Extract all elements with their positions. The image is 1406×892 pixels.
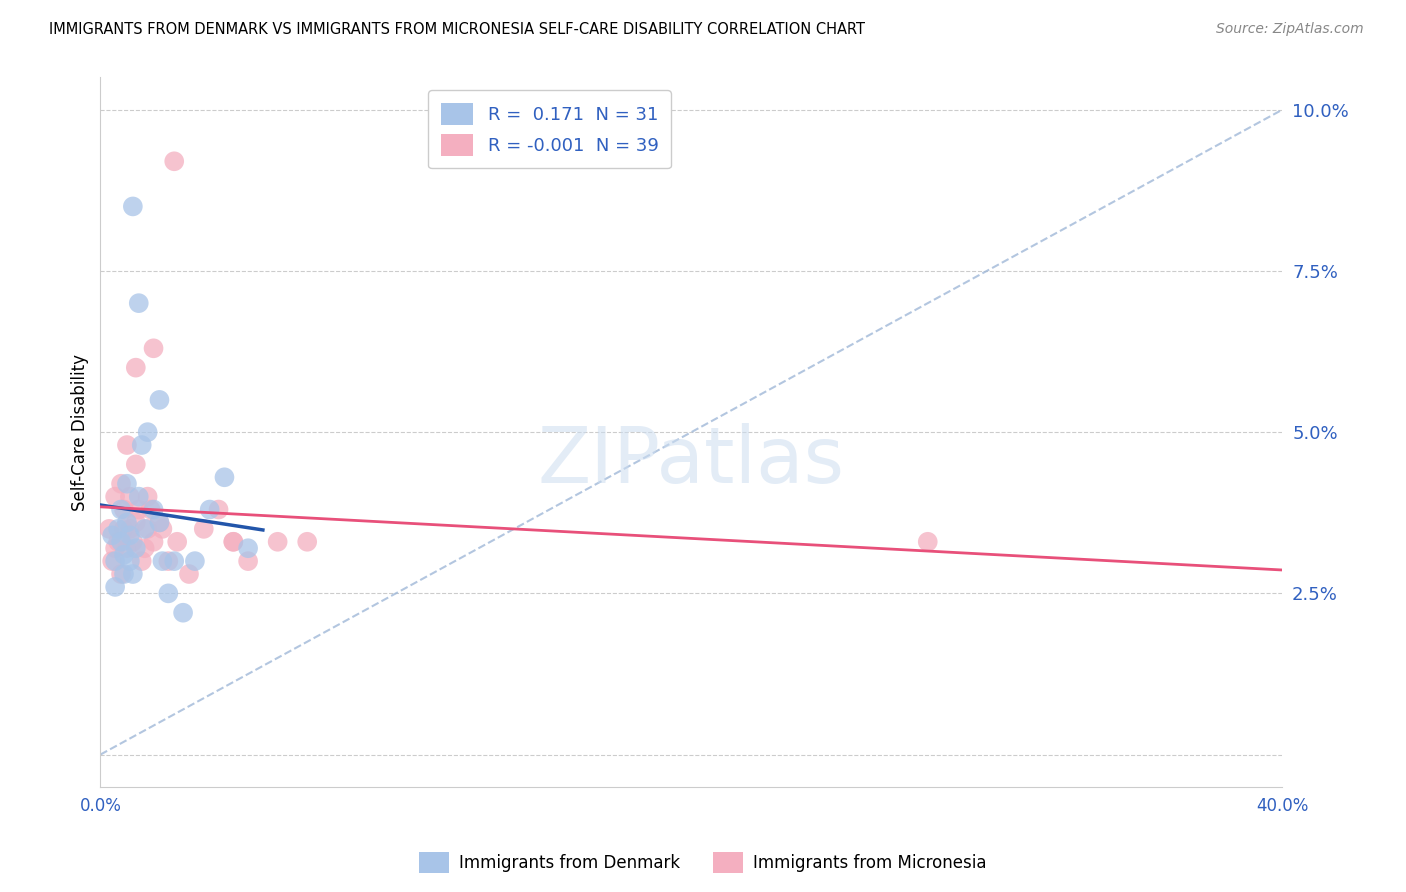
Point bbox=[193, 522, 215, 536]
Point bbox=[142, 341, 165, 355]
Point bbox=[152, 522, 174, 536]
Point bbox=[121, 567, 143, 582]
Point bbox=[112, 502, 135, 516]
Point bbox=[295, 534, 318, 549]
Point bbox=[148, 392, 170, 407]
Point bbox=[148, 516, 170, 530]
Point bbox=[163, 154, 186, 169]
Point bbox=[125, 516, 148, 530]
Point bbox=[118, 490, 141, 504]
Point bbox=[131, 554, 153, 568]
Point bbox=[104, 554, 127, 568]
Point bbox=[121, 534, 143, 549]
Point bbox=[136, 425, 159, 439]
Point bbox=[107, 534, 129, 549]
Point bbox=[128, 502, 150, 516]
Point bbox=[107, 522, 129, 536]
Point bbox=[115, 516, 138, 530]
Point bbox=[236, 541, 259, 556]
Point bbox=[136, 490, 159, 504]
Point bbox=[110, 476, 132, 491]
Point bbox=[134, 522, 156, 536]
Point bbox=[112, 548, 135, 562]
Point bbox=[184, 554, 207, 568]
Point bbox=[131, 438, 153, 452]
Point bbox=[166, 534, 188, 549]
Point bbox=[157, 586, 180, 600]
Point bbox=[112, 522, 135, 536]
Point bbox=[222, 534, 245, 549]
Y-axis label: Self-Care Disability: Self-Care Disability bbox=[72, 353, 89, 510]
Point bbox=[917, 534, 939, 549]
Point bbox=[128, 296, 150, 310]
Point bbox=[101, 528, 124, 542]
Point bbox=[115, 476, 138, 491]
Point bbox=[207, 502, 229, 516]
Point bbox=[214, 470, 236, 484]
Text: Source: ZipAtlas.com: Source: ZipAtlas.com bbox=[1216, 22, 1364, 37]
Point bbox=[152, 554, 174, 568]
Point bbox=[148, 516, 170, 530]
Point bbox=[118, 528, 141, 542]
Legend: R =  0.171  N = 31, R = -0.001  N = 39: R = 0.171 N = 31, R = -0.001 N = 39 bbox=[427, 90, 671, 169]
Point bbox=[142, 534, 165, 549]
Point bbox=[98, 522, 121, 536]
Point bbox=[222, 534, 245, 549]
Point bbox=[139, 502, 162, 516]
Point bbox=[125, 541, 148, 556]
Point bbox=[110, 567, 132, 582]
Point bbox=[125, 458, 148, 472]
Point bbox=[115, 541, 138, 556]
Point bbox=[163, 554, 186, 568]
Point bbox=[177, 567, 200, 582]
Text: ZIPatlas: ZIPatlas bbox=[538, 423, 845, 499]
Point bbox=[136, 522, 159, 536]
Point bbox=[112, 567, 135, 582]
Point bbox=[104, 580, 127, 594]
Text: IMMIGRANTS FROM DENMARK VS IMMIGRANTS FROM MICRONESIA SELF-CARE DISABILITY CORRE: IMMIGRANTS FROM DENMARK VS IMMIGRANTS FR… bbox=[49, 22, 865, 37]
Point bbox=[110, 534, 132, 549]
Legend: Immigrants from Denmark, Immigrants from Micronesia: Immigrants from Denmark, Immigrants from… bbox=[412, 846, 994, 880]
Point bbox=[198, 502, 221, 516]
Point bbox=[236, 554, 259, 568]
Point bbox=[118, 554, 141, 568]
Point bbox=[104, 490, 127, 504]
Point bbox=[157, 554, 180, 568]
Point bbox=[172, 606, 194, 620]
Point bbox=[125, 360, 148, 375]
Point bbox=[101, 554, 124, 568]
Point bbox=[142, 502, 165, 516]
Point bbox=[110, 502, 132, 516]
Point bbox=[121, 199, 143, 213]
Point bbox=[266, 534, 288, 549]
Point bbox=[115, 438, 138, 452]
Point bbox=[134, 541, 156, 556]
Point bbox=[118, 522, 141, 536]
Point bbox=[104, 541, 127, 556]
Point bbox=[128, 490, 150, 504]
